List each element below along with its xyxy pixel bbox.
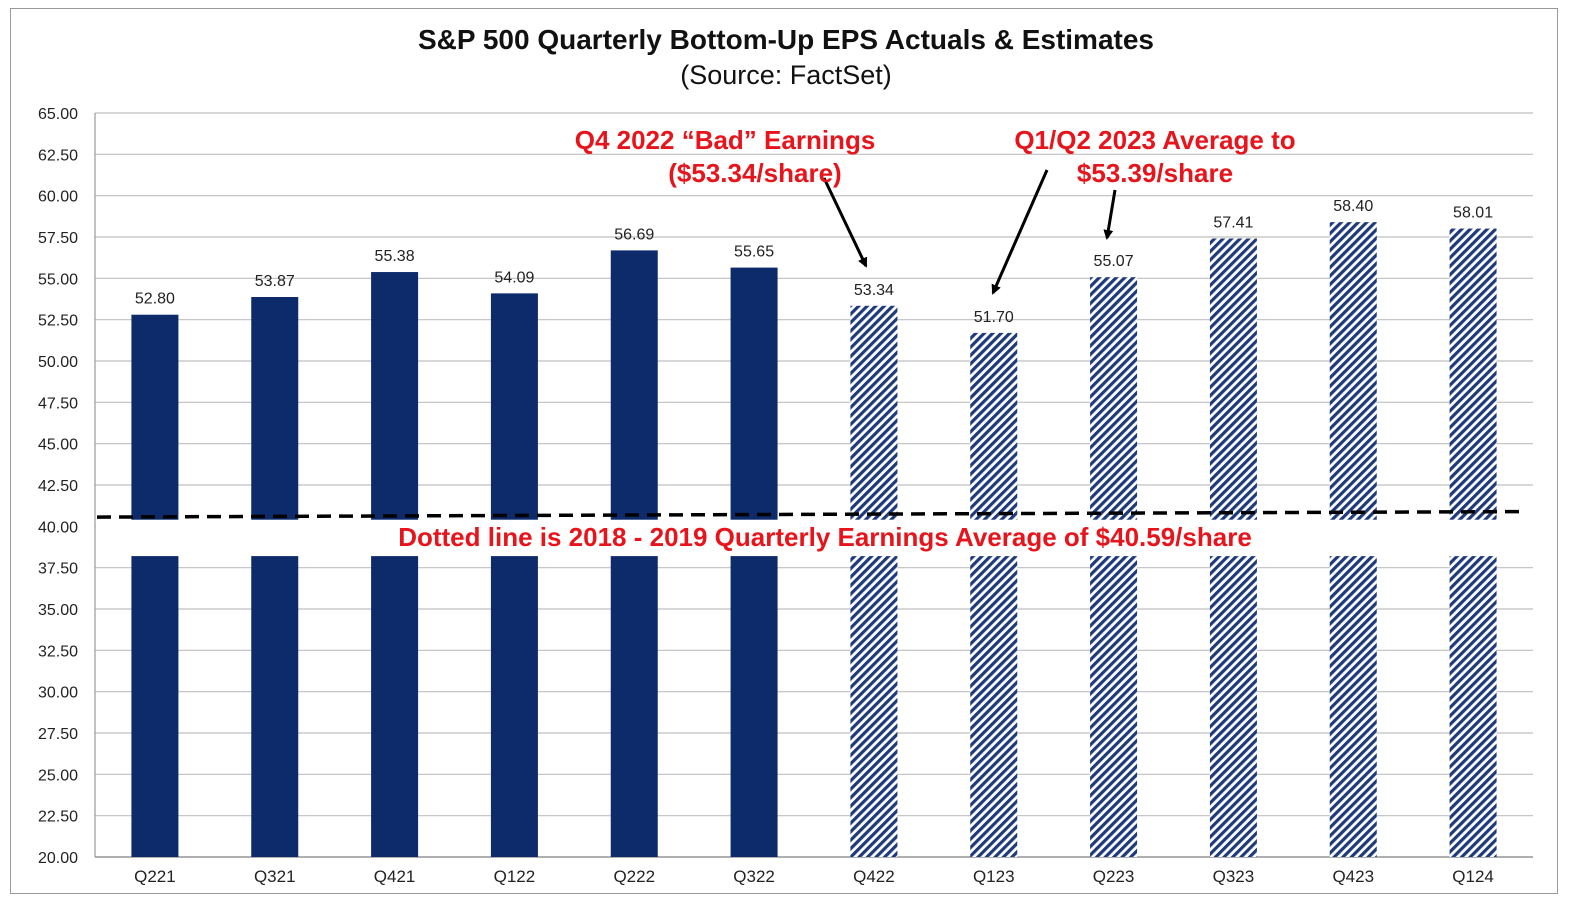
- value-label-Q123: 51.70: [974, 309, 1014, 326]
- bar-Q123: [970, 332, 1018, 858]
- annotation-q1q2-line2: $53.39/share: [1076, 158, 1234, 188]
- annotation-dotted-line: Dotted line is 2018 - 2019 Quarterly Ear…: [300, 521, 1350, 554]
- value-label-Q423: 58.40: [1333, 198, 1373, 215]
- value-label-Q124: 58.01: [1453, 205, 1493, 222]
- y-tick-label: 55.00: [38, 271, 78, 288]
- x-tick-label-Q221: Q221: [134, 867, 176, 886]
- x-tick-label-Q123: Q123: [973, 867, 1015, 886]
- y-tick-label: 27.50: [38, 726, 78, 743]
- annotation-q4-line1: Q4 2022 “Bad” Earnings: [574, 125, 876, 155]
- bar-Q321: [251, 297, 299, 857]
- value-labels: 52.80 53.87 55.38 54.09 56.69 55.65 53.34 51.70…: [135, 198, 1493, 326]
- bar-Q221: [131, 314, 179, 857]
- chart-frame: [10, 8, 1558, 894]
- chart-title: S&P 500 Quarterly Bottom-Up EPS Actuals …: [418, 24, 1154, 55]
- y-tick-label: 32.50: [38, 643, 78, 660]
- reference-line-dashed: [96, 509, 1527, 519]
- value-label-Q421: 55.38: [375, 248, 415, 265]
- y-tick-label: 40.00: [38, 519, 78, 536]
- x-tick-label-Q423: Q423: [1332, 867, 1374, 886]
- y-tick-label: 57.50: [38, 230, 78, 247]
- bar-Q422: [850, 305, 898, 857]
- value-label-Q122: 54.09: [494, 269, 534, 286]
- y-tick-label: 22.50: [38, 809, 78, 826]
- y-tick-label: 42.50: [38, 478, 78, 495]
- arrow-q2-2023: [1103, 189, 1117, 240]
- x-tick-label-Q222: Q222: [613, 867, 655, 886]
- y-tick-label: 25.00: [38, 767, 78, 784]
- value-label-Q223: 55.07: [1094, 253, 1134, 270]
- x-tick-label-Q323: Q323: [1213, 867, 1255, 886]
- y-tick-label: 60.00: [38, 189, 78, 206]
- x-tick-label-Q122: Q122: [494, 867, 536, 886]
- x-tick-label-Q422: Q422: [853, 867, 895, 886]
- annotation-q1q2-line1: Q1/Q2 2023 Average to: [1014, 125, 1296, 155]
- y-tick-label: 52.50: [38, 313, 78, 330]
- value-label-Q422: 53.34: [854, 282, 894, 299]
- y-tick-label: 50.00: [38, 354, 78, 371]
- annotation-q4-2022: Q4 2022 “Bad” Earnings ($53.34/share): [520, 124, 930, 190]
- value-label-Q321: 53.87: [255, 273, 295, 290]
- annotation-arrows: [822, 169, 1117, 295]
- value-label-Q323: 57.41: [1213, 214, 1253, 231]
- x-tick-label-Q321: Q321: [254, 867, 296, 886]
- x-axis-ticks: Q221 Q321 Q421 Q122 Q222 Q322 Q422 Q123 Q223 Q323…: [134, 867, 1494, 886]
- axis-break: [96, 519, 1533, 557]
- annotation-dotted-text: Dotted line is 2018 - 2019 Quarterly Ear…: [398, 522, 1252, 552]
- value-label-Q322: 55.65: [734, 244, 774, 261]
- chart-subtitle: (Source: FactSet): [680, 60, 892, 90]
- annotation-q4-line2: ($53.34/share): [668, 158, 842, 188]
- axis-break-band: [96, 519, 1533, 557]
- gridlines: [94, 112, 1533, 858]
- x-tick-label-Q124: Q124: [1452, 867, 1494, 886]
- annotation-q1q2-2023: Q1/Q2 2023 Average to $53.39/share: [980, 124, 1330, 190]
- y-tick-label: 35.00: [38, 602, 78, 619]
- y-tick-label: 45.00: [38, 437, 78, 454]
- y-tick-label: 65.00: [38, 106, 78, 123]
- bar-Q122: [490, 293, 538, 857]
- y-tick-label: 62.50: [38, 147, 78, 164]
- y-tick-label: 20.00: [38, 850, 78, 867]
- value-label-Q222: 56.69: [614, 226, 654, 243]
- y-tick-label: 47.50: [38, 395, 78, 412]
- x-tick-label-Q322: Q322: [733, 867, 775, 886]
- bar-Q421: [371, 272, 419, 857]
- arrow-q1-2023: [991, 169, 1049, 295]
- arrow-q4-2022: [822, 177, 868, 268]
- bar-Q223: [1090, 277, 1138, 857]
- y-tick-label: 37.50: [38, 561, 78, 578]
- reference-line: [96, 509, 1527, 519]
- y-axis-ticks: 20.00 22.50 25.00 27.50 30.00 32.50 35.00 37.50…: [38, 106, 78, 867]
- value-label-Q221: 52.80: [135, 291, 175, 308]
- x-tick-label-Q421: Q421: [374, 867, 416, 886]
- y-tick-label: 30.00: [38, 685, 78, 702]
- x-tick-label-Q223: Q223: [1093, 867, 1135, 886]
- bar-Q322: [730, 267, 778, 857]
